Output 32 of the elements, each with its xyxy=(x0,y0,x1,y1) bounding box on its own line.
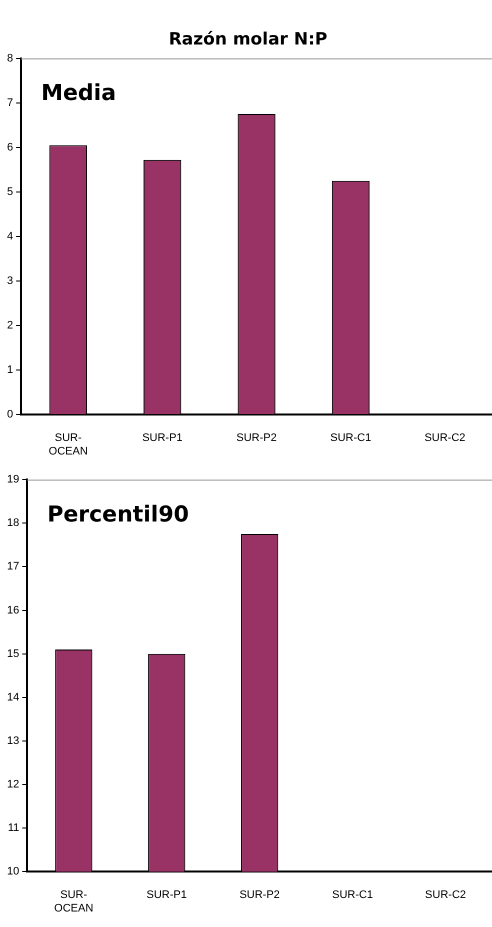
x-tick-label: SUR-OCEAN xyxy=(48,432,88,458)
y-tick-label: 16 xyxy=(6,604,20,616)
x-tick-label: SUR-P2 xyxy=(239,889,280,902)
y-tick-label: 3 xyxy=(6,275,14,288)
y-tick-label: 18 xyxy=(6,517,20,530)
y-tick-label: 15 xyxy=(6,648,20,660)
x-tick-label: SUR-C2 xyxy=(425,889,466,902)
y-tick-label: 7 xyxy=(6,96,14,109)
annotation: Percentil90 xyxy=(47,502,189,528)
y-tick-label: 14 xyxy=(6,691,20,704)
x-tick-label: SUR-C1 xyxy=(332,889,374,902)
chart-title: Razón molar N:P xyxy=(168,30,328,50)
x-tick-label: SUR-OCEAN xyxy=(54,889,94,914)
y-tick-label: 13 xyxy=(6,734,20,747)
y-tick-label: 4 xyxy=(6,230,14,243)
x-tick-label: SUR-C2 xyxy=(424,432,466,444)
y-tick-label: 8 xyxy=(6,52,14,64)
y-tick-label: 0 xyxy=(6,408,14,421)
y-tick-label: 2 xyxy=(6,320,14,332)
y-tick-label: 10 xyxy=(6,866,20,878)
x-tick-label: SUR-P1 xyxy=(142,432,183,444)
y-tick-label: 12 xyxy=(6,778,20,791)
x-tick-label: SUR-P1 xyxy=(146,889,187,902)
y-tick-label: 5 xyxy=(6,186,14,198)
y-tick-label: 17 xyxy=(6,560,20,573)
y-tick-label: 1 xyxy=(6,364,14,376)
annotation: Media xyxy=(41,81,116,106)
y-tick-label: 11 xyxy=(8,822,20,834)
x-tick-label: SUR-P2 xyxy=(236,432,277,444)
y-tick-label: 6 xyxy=(6,141,14,154)
x-tick-label: SUR-C1 xyxy=(330,432,372,444)
y-tick-label: 19 xyxy=(6,474,20,486)
